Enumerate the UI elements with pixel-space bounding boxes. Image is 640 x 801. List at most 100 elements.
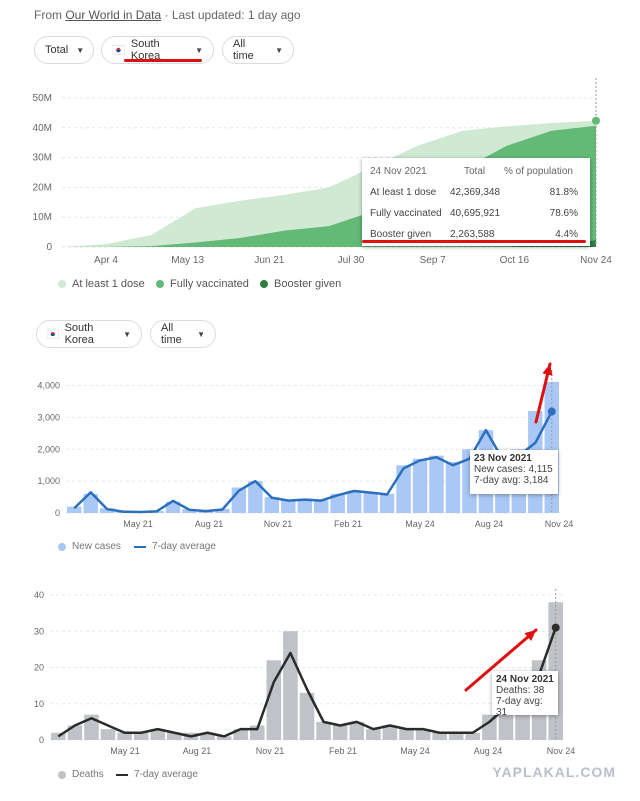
legend-item[interactable]: Booster given [260, 278, 341, 290]
average-line [57, 627, 557, 738]
tooltip-row-total: 42,369,348 [450, 187, 501, 198]
annotation-underline [362, 240, 586, 243]
bar [248, 481, 263, 513]
hover-point [547, 407, 556, 416]
range-label: All time [233, 38, 254, 62]
country-select-2[interactable]: South Korea ▼ [36, 320, 142, 348]
x-tick-label: Nov 24 [545, 519, 574, 529]
tooltip-row-total: 40,695,921 [450, 208, 501, 219]
x-tick-label: May 13 [171, 255, 204, 266]
legend-swatch [116, 773, 128, 776]
x-tick-label: Nov 24 [547, 746, 576, 756]
bar [100, 729, 116, 740]
bar [349, 721, 365, 740]
y-tick-label: 50M [33, 93, 52, 104]
tooltip-row-pct: 78.6% [549, 208, 578, 219]
bar [99, 508, 115, 513]
bar [396, 465, 411, 513]
legend-label: 7-day average [134, 769, 198, 780]
bar [346, 490, 362, 513]
tooltip-row-label: Booster given [370, 229, 432, 240]
bar [448, 732, 464, 740]
bar [266, 660, 282, 740]
legend-item[interactable]: New cases [58, 541, 121, 552]
bar [482, 714, 497, 740]
tooltip-date: 24 Nov 2021 [496, 674, 554, 685]
x-tick-label: Apr 4 [94, 255, 118, 266]
legend-label: Deaths [72, 769, 104, 780]
bar [216, 736, 232, 740]
x-tick-label: Nov 21 [256, 746, 285, 756]
tooltip-line: Deaths: 38 [496, 685, 545, 696]
bar [117, 732, 132, 740]
x-tick-label: Aug 21 [195, 519, 224, 529]
x-tick-label: May 24 [400, 746, 430, 756]
chevron-down-icon: ▼ [123, 329, 131, 339]
bar [165, 501, 181, 513]
cases-chart: 0 1,000 2,000 3,000 4,000 May 21 Aug 21 Nov 21 F… [37, 362, 574, 529]
bar [465, 732, 481, 740]
bar [316, 721, 331, 740]
bar [264, 497, 280, 513]
annotation-arrow [464, 628, 538, 692]
y-tick-label: 40M [33, 123, 52, 134]
y-tick-label: 10M [33, 212, 52, 223]
tooltip-col-total: Total [464, 166, 486, 177]
legend-swatch [58, 542, 66, 551]
bar [412, 458, 428, 513]
bar [314, 500, 329, 513]
bar [297, 498, 312, 513]
bar [429, 455, 444, 513]
bar [515, 707, 530, 740]
bar [133, 732, 149, 740]
legend-swatch [58, 770, 66, 779]
x-tick-label: Jul 30 [338, 255, 365, 266]
y-tick-label: 10 [34, 699, 44, 709]
tooltip-row-total: 2,263,588 [450, 229, 495, 240]
tooltip-row-label: Fully vaccinated [370, 208, 442, 219]
bar [299, 692, 315, 740]
range-select-2[interactable]: All time ▼ [150, 320, 216, 348]
country-label: South Korea [64, 322, 94, 346]
metric-select[interactable]: Total ▼ [34, 36, 94, 64]
area-series [62, 240, 596, 247]
bar [182, 509, 197, 513]
legend-item[interactable]: Fully vaccinated [156, 278, 249, 290]
legend-item[interactable]: At least 1 dose [58, 278, 145, 290]
x-tick-label: May 21 [110, 746, 140, 756]
x-tick-label: May 21 [123, 519, 153, 529]
y-tick-label: 4,000 [37, 381, 60, 391]
x-tick-label: Sep 7 [420, 255, 447, 266]
legend-item[interactable]: Deaths [58, 769, 104, 780]
legend-item[interactable]: 7-day average [134, 541, 216, 552]
legend-label: Booster given [274, 278, 342, 290]
tooltip-line: 7-day avg: 3,184 [474, 475, 549, 486]
hover-point [592, 116, 600, 125]
cases-tooltip: 23 Nov 2021 New cases: 4,115 7-day avg: … [470, 450, 558, 494]
hover-point [551, 623, 560, 632]
annotation-underline [124, 59, 202, 62]
x-tick-label: Aug 24 [475, 519, 504, 529]
south-korea-flag-icon [47, 329, 59, 339]
tooltip-col-pct: % of population [504, 166, 573, 177]
legend-item[interactable]: 7-day average [116, 769, 198, 780]
annotation-arrowhead [524, 630, 536, 641]
bar [83, 493, 98, 513]
source-link[interactable]: Our World in Data [65, 8, 162, 22]
bar [366, 729, 381, 740]
bar [432, 732, 447, 740]
y-tick-label: 20 [34, 663, 44, 673]
deaths-chart: 0 10 20 30 40 May 21 Aug 21 Nov 21 Feb 21 May 24 A… [34, 589, 576, 756]
legend-swatch [134, 545, 146, 548]
x-tick-label: Feb 21 [334, 519, 362, 529]
x-tick-label: Jun 21 [254, 255, 284, 266]
legend-label: 7-day average [152, 541, 216, 552]
bar [200, 732, 215, 740]
bar [215, 508, 230, 513]
range-select[interactable]: All time ▼ [222, 36, 294, 64]
vaccination-tooltip: 24 Nov 2021 Total % of population At lea… [362, 158, 590, 246]
metric-label: Total [45, 44, 69, 56]
deaths-tooltip: 24 Nov 2021 Deaths: 38 7-day avg: 31 [492, 671, 558, 718]
x-tick-label: Nov 24 [580, 255, 612, 266]
bar [281, 500, 296, 513]
